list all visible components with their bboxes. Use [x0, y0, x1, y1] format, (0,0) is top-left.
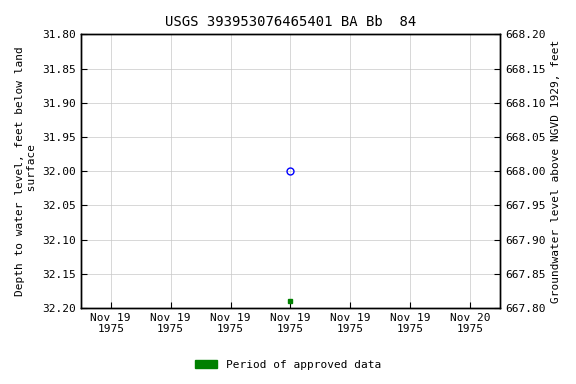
Legend: Period of approved data: Period of approved data: [191, 356, 385, 375]
Y-axis label: Groundwater level above NGVD 1929, feet: Groundwater level above NGVD 1929, feet: [551, 40, 561, 303]
Title: USGS 393953076465401 BA Bb  84: USGS 393953076465401 BA Bb 84: [165, 15, 416, 29]
Y-axis label: Depth to water level, feet below land
 surface: Depth to water level, feet below land su…: [15, 46, 37, 296]
